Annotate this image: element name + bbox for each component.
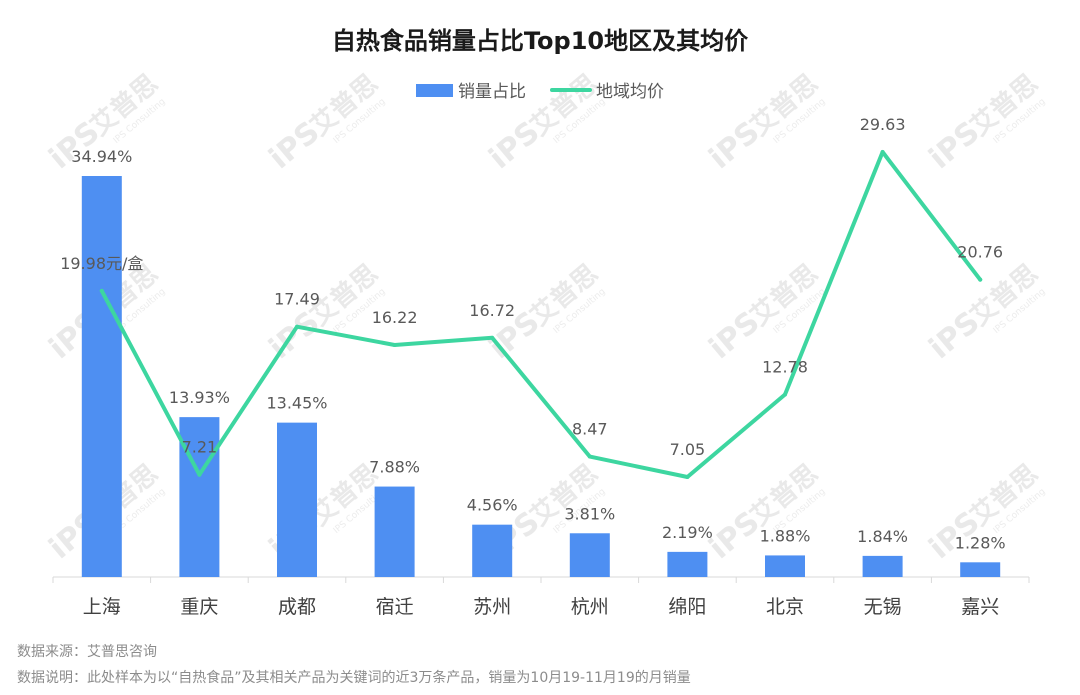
line-data-label: 29.63 [860, 115, 906, 134]
bar [179, 417, 220, 577]
x-axis-label: 杭州 [571, 596, 609, 618]
legend: 销量占比 地域均价 [416, 82, 664, 102]
bar-data-label: 3.81% [564, 504, 615, 523]
bar [667, 551, 708, 577]
bar-labels: 34.94% 13.93% 13.45% 7.88% 4.56% 3.81% 2.19% 1.… [71, 147, 1005, 552]
line-point [197, 472, 202, 477]
line-data-label: 7.05 [670, 440, 706, 459]
bar-data-label: 1.88% [760, 526, 811, 545]
bar-data-label: 13.45% [266, 394, 327, 413]
bar [960, 562, 1001, 577]
bar [862, 555, 903, 577]
x-axis-label: 上海 [83, 596, 121, 618]
x-axis-label: 成都 [278, 596, 316, 618]
bar-data-label: 13.93% [169, 388, 230, 407]
bar-series [81, 176, 1001, 577]
bar [765, 555, 805, 577]
line-data-label: 8.47 [572, 420, 608, 439]
line-data-label: 16.72 [469, 301, 515, 320]
line-point [295, 324, 299, 329]
bar [569, 533, 610, 577]
bar-data-label: 34.94% [71, 147, 132, 166]
line-series-path [99, 150, 983, 479]
line-point [587, 454, 592, 459]
bar-data-label: 1.84% [857, 527, 908, 546]
bar-data-label: 4.56% [467, 496, 518, 515]
line-data-label: 17.49 [274, 290, 320, 309]
bar-data-label: 1.28% [955, 533, 1006, 552]
line-data-label: 7.21 [182, 438, 218, 457]
line-data-label: 16.22 [372, 308, 418, 327]
line-data-label: 12.78 [762, 358, 808, 377]
line-point [783, 392, 787, 397]
bar [472, 524, 513, 577]
x-axis-label: 无锡 [864, 596, 902, 618]
legend-label-line: 地域均价 [596, 82, 664, 102]
line-point [392, 343, 397, 348]
line-point [880, 150, 885, 154]
footer-note: 数据说明：此处样本为以“自热食品”及其相关产品为关键词的近3万条产品，销量为10… [17, 670, 691, 686]
x-axis-label: 宿迁 [376, 596, 414, 618]
bar [374, 486, 415, 577]
x-axis-label: 北京 [766, 596, 804, 618]
legend-label-bar: 销量占比 [458, 82, 526, 102]
line-data-label: 19.98元/盒 [60, 254, 143, 273]
x-axis-label: 重庆 [180, 596, 218, 618]
line-point [685, 475, 690, 479]
line-point [490, 335, 495, 340]
bar-data-label: 2.19% [662, 523, 713, 542]
line-labels: 19.98元/盒 7.21 17.49 16.22 16.72 8.47 7.05 12.78… [60, 115, 1003, 479]
line-point [99, 288, 104, 293]
x-axis-ticks [52, 577, 1030, 583]
legend-swatch-bar [416, 84, 453, 97]
line-data-label: 20.76 [957, 243, 1003, 262]
bar-data-label: 7.88% [369, 458, 420, 477]
x-axis-labels: 上海 重庆 成都 宿迁 苏州 杭州 绵阳 北京 无锡 嘉兴 [83, 596, 999, 618]
footer-source: 数据来源：艾普思咨询 [17, 644, 157, 660]
line-point [978, 277, 983, 282]
x-axis-label: 绵阳 [668, 596, 706, 618]
bar [81, 176, 122, 577]
chart-title: 自热食品销量占比Top10地区及其均价 [332, 27, 749, 55]
x-axis-label: 嘉兴 [961, 596, 999, 618]
bar [277, 422, 317, 577]
x-axis-label: 苏州 [473, 596, 511, 618]
